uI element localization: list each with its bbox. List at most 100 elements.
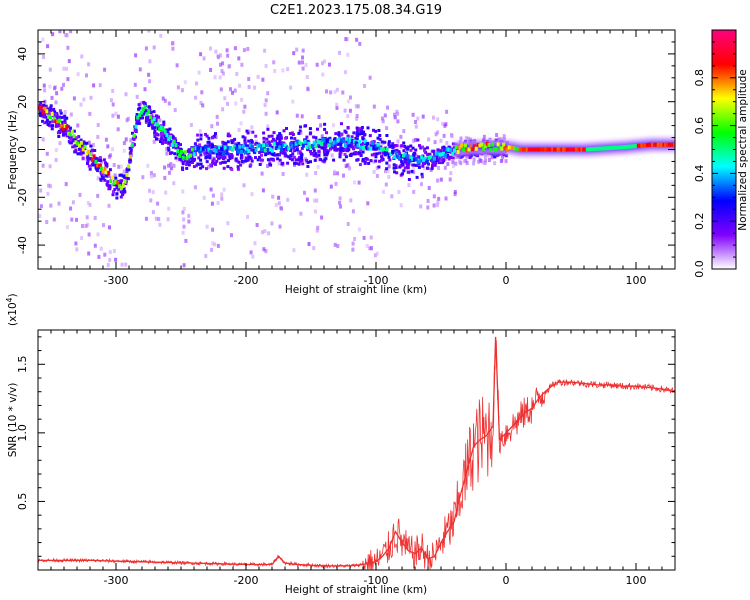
heatmap-cell (258, 163, 262, 166)
heatmap-cell (313, 188, 317, 193)
heatmap-cell (240, 143, 243, 147)
heatmap-cell (193, 142, 197, 146)
heatmap-cell (251, 130, 255, 134)
heatmap-cell (493, 161, 497, 166)
heatmap-cell (301, 66, 305, 71)
heatmap-cell (497, 137, 501, 142)
heatmap-cell (378, 151, 382, 155)
heatmap-cell (76, 72, 80, 77)
heatmap-cell (507, 145, 511, 150)
heatmap-cell (480, 142, 484, 147)
heatmap-cell (40, 114, 44, 118)
heatmap-cell (340, 122, 343, 126)
heatmap-cell (249, 143, 253, 148)
heatmap-cell (109, 98, 113, 103)
heatmap-cell (347, 140, 351, 145)
heatmap-cell (496, 142, 500, 147)
heatmap-cell (316, 165, 320, 169)
heatmap-cell (261, 188, 265, 193)
heatmap-cell (357, 180, 361, 185)
heatmap-cell (120, 262, 124, 267)
heatmap-cell (46, 122, 50, 126)
heatmap-cell (437, 196, 441, 201)
heatmap-cell (205, 224, 209, 229)
heatmap-cell (106, 263, 110, 267)
heatmap-cell (134, 124, 138, 129)
heatmap-cell (236, 146, 240, 150)
snr-y-axis-label: SNR (10 * v/v) (7, 383, 19, 458)
heatmap-cell (301, 162, 305, 166)
heatmap-cell (287, 146, 291, 151)
heatmap-cell (622, 145, 626, 150)
heatmap-cell (485, 144, 490, 151)
heatmap-cell (303, 124, 307, 128)
heatmap-cell (157, 217, 161, 222)
heatmap-cell (128, 158, 132, 162)
heatmap-cell (591, 147, 595, 152)
heatmap-cell (211, 227, 215, 232)
heatmap-cell (236, 143, 239, 147)
heatmap-cell (125, 176, 129, 180)
heatmap-cell (141, 116, 145, 120)
heatmap-cell (90, 157, 94, 162)
heatmap-cell (178, 157, 182, 161)
heatmap-cell (459, 136, 463, 141)
heatmap-cell (103, 178, 107, 182)
heatmap-cell (312, 246, 316, 251)
heatmap-cell (299, 211, 303, 216)
heatmap-cell (246, 158, 250, 162)
heatmap-cell (244, 159, 248, 163)
heatmap-cell (564, 147, 567, 152)
heatmap-cell (60, 116, 63, 119)
heatmap-cell (664, 142, 668, 147)
heatmap-cell (164, 140, 168, 144)
heatmap-cell (520, 147, 524, 152)
heatmap-cell (260, 230, 264, 235)
heatmap-cell (93, 149, 97, 152)
heatmap-cell (70, 130, 74, 134)
heatmap-cell (400, 172, 404, 176)
heatmap-cell (242, 109, 246, 114)
heatmap-cell (396, 112, 400, 116)
heatmap-cell (72, 96, 76, 101)
heatmap-cell (368, 134, 372, 138)
heatmap-cell (580, 147, 584, 152)
heatmap-cell (112, 163, 116, 167)
heatmap-cell (249, 163, 253, 167)
heatmap-cell (327, 143, 331, 148)
heatmap-cell (226, 159, 230, 163)
heatmap-cell (228, 134, 232, 138)
heatmap-cell (199, 153, 203, 157)
heatmap-cell (444, 196, 448, 201)
heatmap-cell (85, 215, 89, 220)
heatmap-cell (356, 129, 360, 133)
x-tick-label: -200 (234, 574, 259, 587)
heatmap-cell (264, 98, 268, 103)
heatmap-cell (229, 153, 233, 156)
heatmap-cell (240, 97, 244, 102)
heatmap-cell (613, 145, 617, 150)
heatmap-cell (365, 142, 369, 147)
heatmap-cell (205, 167, 208, 171)
heatmap-cell (199, 166, 203, 170)
heatmap-cell (282, 148, 286, 151)
heatmap-cell (349, 137, 353, 142)
heatmap-cell (266, 158, 270, 162)
heatmap-cell (249, 157, 253, 161)
heatmap-cell (54, 124, 58, 128)
heatmap-cell (111, 89, 115, 93)
heatmap-cell (38, 214, 42, 219)
heatmap-cell (325, 151, 329, 155)
heatmap-cell (388, 158, 392, 162)
heatmap-cell (245, 146, 249, 151)
heatmap-cell (186, 149, 190, 153)
heatmap-cell (228, 154, 232, 158)
figure-title: C2E1.2023.175.08.34.G19 (270, 3, 442, 18)
heatmap-cell (102, 223, 105, 228)
heatmap-cell (135, 122, 139, 126)
heatmap-cell (246, 47, 250, 51)
heatmap-cell (43, 88, 47, 93)
heatmap-cell (337, 131, 341, 135)
heatmap-cell (204, 132, 207, 136)
heatmap-cell (247, 85, 251, 89)
